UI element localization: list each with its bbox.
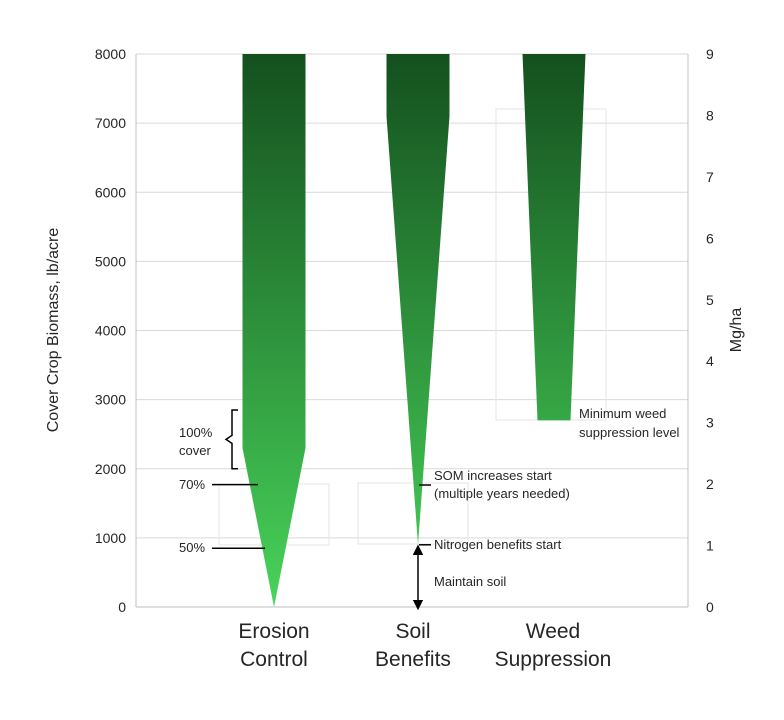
left-tick-label: 0 xyxy=(118,599,126,615)
right-tick-label: 3 xyxy=(706,415,714,431)
y-axis-title: Cover Crop Biomass, lb/acre xyxy=(45,228,62,433)
category-label-soil-2: Benefits xyxy=(375,648,451,671)
right-tick-labels: 0 1 2 3 4 5 6 7 8 9 xyxy=(706,46,714,615)
right-tick-label: 0 xyxy=(706,599,714,615)
left-tick-label: 3000 xyxy=(95,392,126,408)
maintain-soil-label: Maintain soil xyxy=(434,574,506,589)
right-tick-label: 1 xyxy=(706,538,714,554)
right-tick-label: 5 xyxy=(706,292,714,308)
som-label-line1: SOM increases start xyxy=(434,468,552,483)
category-label-weed-1: Weed xyxy=(526,620,580,643)
cover-100-label-line2: cover xyxy=(179,443,211,458)
category-label-erosion-2: Control xyxy=(240,648,308,671)
category-label-weed-2: Suppression xyxy=(495,648,612,671)
category-label-erosion-1: Erosion xyxy=(238,620,309,643)
right-tick-label: 7 xyxy=(706,169,714,185)
left-tick-label: 4000 xyxy=(95,323,126,339)
right-tick-label: 6 xyxy=(706,230,714,246)
right-tick-label: 8 xyxy=(706,107,714,123)
left-tick-label: 5000 xyxy=(95,253,126,269)
weed-label-line2: suppression level xyxy=(579,425,680,440)
spike-weed-suppression xyxy=(522,54,586,421)
right-tick-label: 9 xyxy=(706,46,714,62)
right-tick-label: 2 xyxy=(706,476,714,492)
left-tick-labels: 0 1000 2000 3000 4000 5000 6000 7000 8000 xyxy=(95,46,126,615)
category-label-soil-1: Soil xyxy=(395,620,430,643)
cover-100-brace xyxy=(224,409,238,470)
left-tick-label: 7000 xyxy=(95,115,126,131)
faint-box-soil xyxy=(357,482,469,545)
left-tick-label: 1000 xyxy=(95,530,126,546)
spikes xyxy=(242,54,586,607)
left-tick-label: 6000 xyxy=(95,184,126,200)
cover-70-label: 70% xyxy=(179,477,205,492)
left-tick-label: 2000 xyxy=(95,461,126,477)
spike-soil-benefits xyxy=(386,54,450,545)
cover-100-label-line1: 100% xyxy=(179,425,213,440)
spike-erosion-control xyxy=(242,54,306,607)
left-tick-label: 8000 xyxy=(95,46,126,62)
cover-50-label: 50% xyxy=(179,540,205,555)
right-tick-label: 4 xyxy=(706,353,714,369)
y-axis-right-title: Mg/ha xyxy=(728,308,745,353)
weed-label-line1: Minimum weed xyxy=(579,406,666,421)
nitrogen-label: Nitrogen benefits start xyxy=(434,537,562,552)
som-label-line2: (multiple years needed) xyxy=(434,486,570,501)
